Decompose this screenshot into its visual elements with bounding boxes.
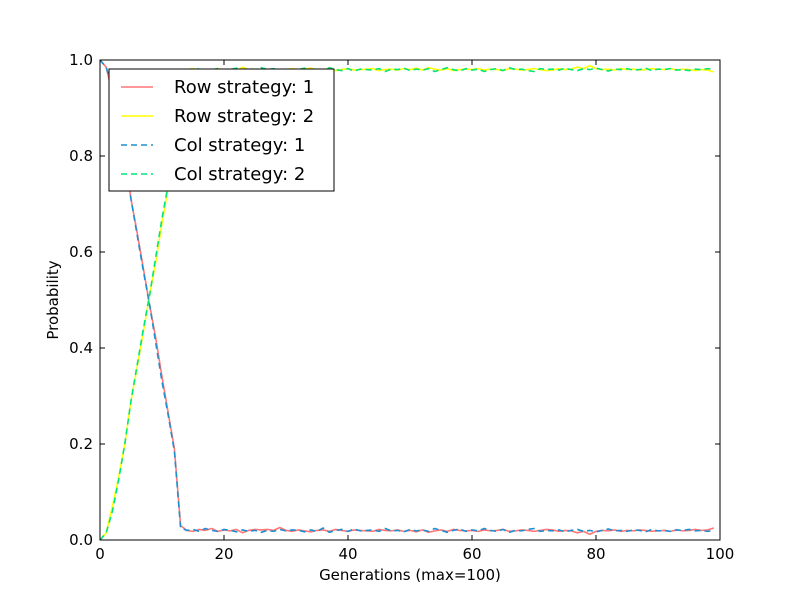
legend-label-4: Col strategy: 2 [174,164,305,185]
series-line-4 [99,66,714,541]
x-tick-label: 100 [706,545,735,563]
y-tick-label: 0.0 [69,531,93,549]
x-axis-label: Generations (max=100) [319,566,501,584]
ticks-layer: 0 20 40 60 80 100 0.0 0.2 0.4 0.6 0.8 1.0 [69,51,734,563]
legend-label-1: Row strategy: 1 [174,77,314,98]
x-tick-label: 40 [338,545,357,563]
x-tick-label: 80 [586,545,605,563]
y-tick-label: 0.6 [69,243,93,261]
legend-box [108,68,335,192]
legend: Row strategy: 1 Row strategy: 2 Col strate… [108,68,335,192]
x-tick-label: 20 [214,545,233,563]
legend-label-2: Row strategy: 2 [174,106,314,127]
y-tick-label: 0.4 [69,339,93,357]
x-tick-label: 60 [462,545,481,563]
y-axis-label: Probability [44,260,62,339]
y-tick-label: 0.2 [69,435,93,453]
series-line-3 [99,59,714,534]
plot-frame [99,59,721,541]
y-tick-label: 0.8 [69,147,93,165]
x-tick-label: 0 [95,545,105,563]
y-tick-label: 1.0 [69,51,93,69]
legend-label-3: Col strategy: 1 [174,135,305,156]
